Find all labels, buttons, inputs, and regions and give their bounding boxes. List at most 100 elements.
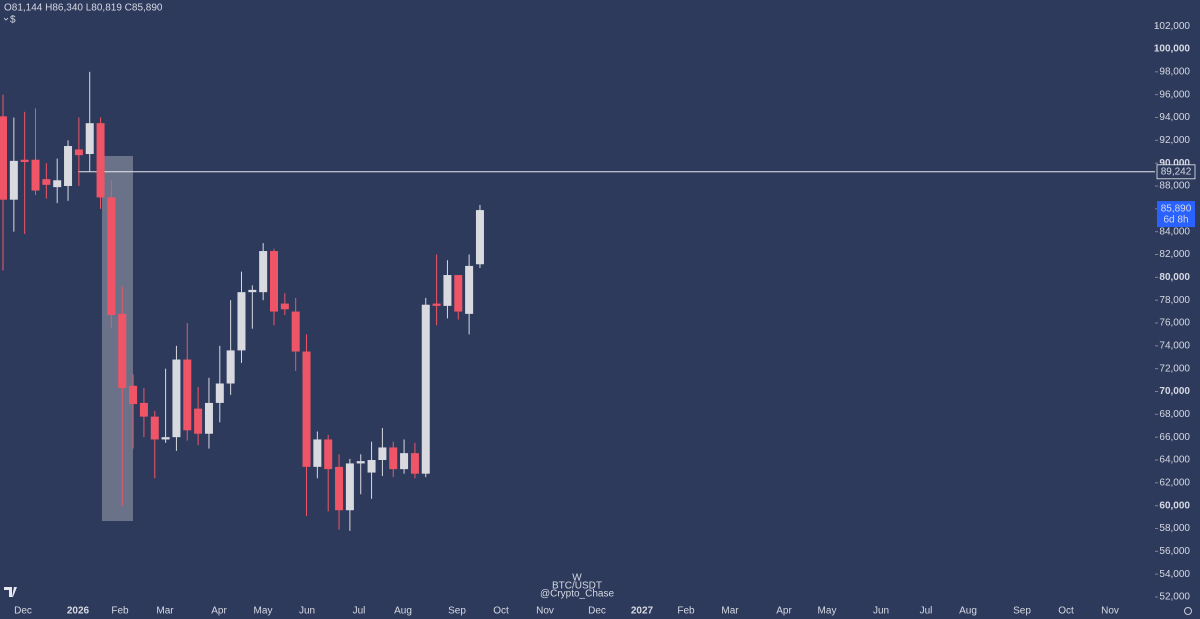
y-tick-label: 102,000 [1154,21,1191,32]
candle-body [172,359,181,438]
settings-icon[interactable] [1184,607,1192,615]
candle-body [9,160,18,200]
candle-body [345,463,354,511]
x-tick-label: Feb [111,606,129,617]
candle-body [204,402,213,434]
x-tick-label: Jul [920,606,933,617]
y-tick-label: 68,000 [1159,409,1190,420]
x-tick-label: Nov [536,606,554,617]
watermark-symbol: BTC/USDT [552,581,602,592]
x-tick-label: May [818,606,837,617]
candle-body [96,123,105,198]
candle-body [378,447,387,460]
candle-body [443,275,452,306]
candle-body [194,408,203,434]
candle-body [237,292,246,351]
candle-body [270,251,278,312]
x-tick-label: Oct [1058,606,1074,617]
candle-body [64,146,73,186]
y-tick-label: 76,000 [1159,318,1190,329]
y-tick-label: 62,000 [1159,477,1190,488]
countdown: 6d 8h [1163,215,1188,226]
tv-logo[interactable] [4,587,17,597]
candle-body [107,197,116,316]
x-tick-label: Dec [588,606,606,617]
x-tick-label: Oct [493,606,509,617]
last-price-label: 85,890 [1161,204,1192,215]
candle-body [475,210,484,265]
y-tick-label: 58,000 [1159,523,1190,534]
candle-body [215,383,224,403]
candle-body [465,265,474,314]
y-tick-label: 60,000 [1159,500,1190,511]
x-tick-label: 2026 [67,606,90,617]
x-tick-label: Sep [448,606,466,617]
candle-body [389,447,398,470]
x-tick-label: Apr [211,606,227,617]
x-tick-label: Mar [721,606,739,617]
candle-body [410,453,419,474]
candle-body [183,359,192,431]
candle-body [118,313,127,389]
candle-body [226,350,235,384]
x-tick-label: Mar [156,606,174,617]
y-tick-label: 88,000 [1159,181,1190,192]
y-tick-label: 54,000 [1159,569,1190,580]
x-tick-label: Dec [14,606,32,617]
candle-body [280,303,289,310]
y-tick-label: 90,000 [1159,158,1190,169]
x-tick-label: Apr [776,606,792,617]
candle-body [248,289,257,293]
candle-body [74,149,83,156]
candle-body [259,251,268,293]
last-price-box [1157,201,1195,228]
candle-body [150,416,159,440]
x-tick-label: Jun [873,606,889,617]
watermark-interval: W [572,573,582,584]
y-tick-label: 56,000 [1159,546,1190,557]
candle-body [53,180,62,188]
candle-body [42,179,51,185]
y-tick-label: 52,000 [1159,592,1190,603]
candle-body [313,439,322,467]
y-tick-label: 84,000 [1159,226,1190,237]
candle-body [302,351,311,467]
candle-body [85,123,94,155]
y-tick-label: 64,000 [1159,455,1190,466]
candle-body [400,453,409,470]
candle-body [367,459,376,473]
x-tick-label: Aug [959,606,977,617]
x-tick-label: Jul [353,606,366,617]
x-tick-label: May [254,606,273,617]
y-tick-label: 98,000 [1159,66,1190,77]
y-tick-label: 96,000 [1159,89,1190,100]
ohlc-legend: O81,144 H86,340 L80,819 C85,890 [4,3,163,14]
y-tick-label: 94,000 [1159,112,1190,123]
price-label-box [1156,164,1196,180]
candle-body [139,402,148,417]
candle-body [20,159,29,163]
currency: $ [10,15,16,26]
x-tick-label: Aug [394,606,412,617]
x-tick-label: 2027 [631,606,654,617]
candle-body [0,116,7,200]
y-tick-label: 92,000 [1159,135,1190,146]
candle-body [421,304,430,474]
candle-body [432,303,441,306]
price-label: 89,242 [1161,166,1192,177]
x-tick-label: Feb [677,606,695,617]
y-tick-label: 70,000 [1159,386,1190,397]
candle-body [161,437,170,440]
dropdown-icon[interactable] [3,17,9,21]
y-tick-label: 100,000 [1154,44,1191,55]
y-tick-label: 66,000 [1159,432,1190,443]
y-tick-label: 74,000 [1159,340,1190,351]
y-tick-label: 78,000 [1159,295,1190,306]
candle-body [454,275,463,312]
x-tick-label: Jun [299,606,315,617]
candle-body [31,159,40,191]
candle-body [291,311,300,352]
